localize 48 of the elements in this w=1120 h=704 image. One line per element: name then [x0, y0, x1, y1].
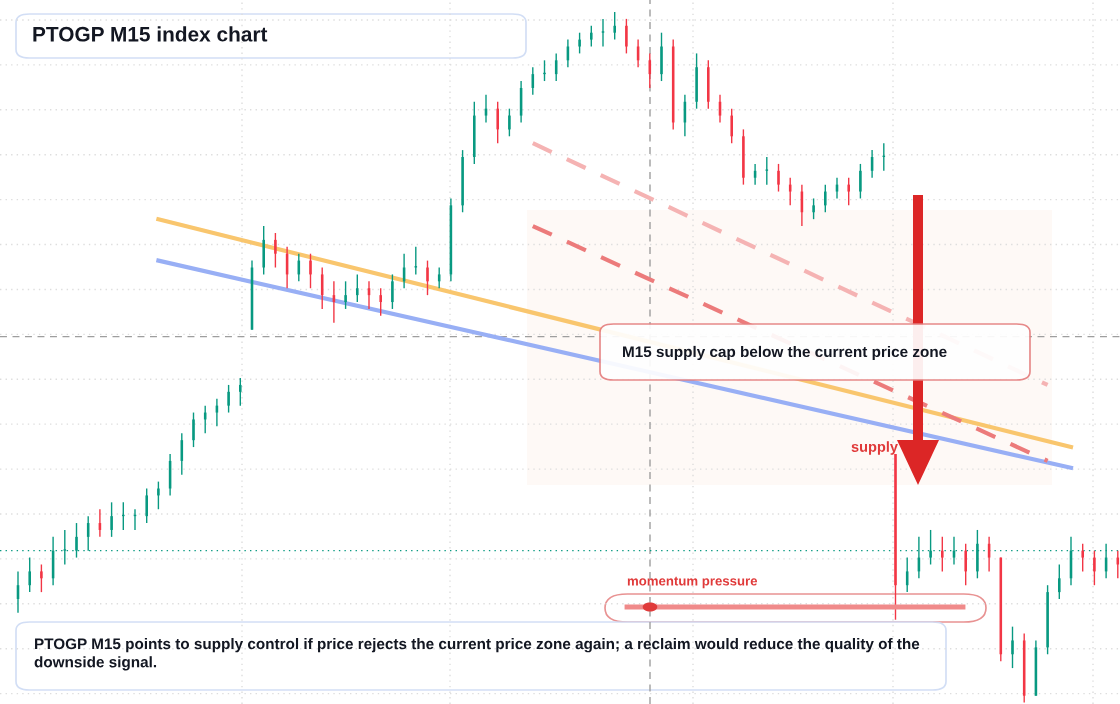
candlestick: [777, 163, 780, 193]
candlestick: [356, 273, 359, 303]
candlestick: [145, 487, 148, 524]
candlestick: [496, 101, 499, 144]
candlestick: [461, 149, 464, 213]
candlestick: [660, 32, 663, 82]
candlestick: [379, 287, 382, 317]
candlestick: [1011, 625, 1014, 669]
candlestick: [601, 18, 605, 48]
candlestick: [391, 273, 394, 310]
candlestick: [508, 107, 511, 137]
candlestick: [414, 246, 418, 276]
candlestick: [894, 453, 897, 621]
candlestick: [625, 18, 628, 55]
candlestick: [859, 163, 862, 200]
candlestick: [765, 156, 769, 186]
candlestick: [1081, 543, 1084, 573]
candlestick: [1058, 563, 1061, 600]
candlestick: [344, 280, 347, 310]
candlestick: [742, 128, 745, 186]
candlestick: [847, 177, 850, 207]
candlestick: [274, 232, 277, 269]
candlestick: [976, 529, 979, 579]
candlestick: [695, 52, 698, 110]
candlestick: [941, 536, 944, 573]
text: PTOGP M15 index chart: [33, 26, 268, 42]
annotation: supply: [851, 441, 898, 455]
annotation: momentum pressure: [627, 576, 758, 589]
candlestick: [730, 107, 733, 144]
candlestick: [426, 259, 429, 296]
candlestick: [110, 501, 113, 538]
candlestick: [590, 25, 593, 48]
candlestick: [239, 377, 242, 407]
candlestick: [157, 480, 160, 510]
annotation: M15 supply cap below the current price zone: [623, 345, 947, 361]
candlestick: [824, 183, 827, 213]
candlestick: [40, 563, 43, 593]
candlestick: [192, 411, 195, 448]
candlestick: [28, 556, 31, 593]
candlestick: [812, 197, 815, 220]
candlestick: [578, 32, 581, 55]
candlestick: [1093, 549, 1096, 586]
candlestick: [227, 384, 230, 414]
annotation: PTOGP M15 points to supply control if price rejects the current price zone again; a reclaim would reduce the quality of the downside signal.: [34, 638, 920, 671]
candlestick: [1046, 584, 1049, 655]
candlestick: [309, 253, 312, 289]
candlestick: [613, 11, 616, 41]
candlestick: [964, 543, 967, 586]
